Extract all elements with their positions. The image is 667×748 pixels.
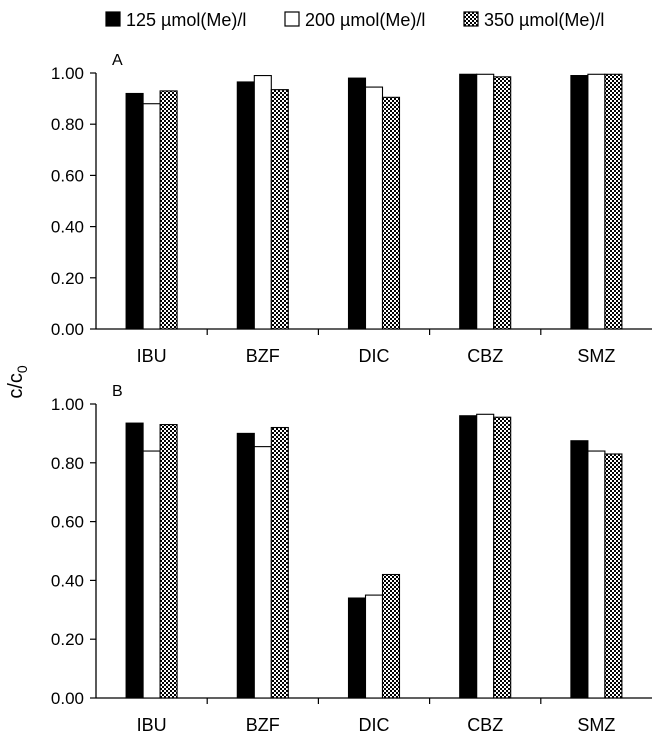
bar-b-ibu-350 [159,424,178,699]
bar-b-bzf-200 [253,446,272,699]
category-label-a-cbz: CBZ [467,346,503,366]
bar-b-smz-200 [587,450,606,699]
category-label-a-bzf: BZF [246,346,280,366]
y-axis-label: c/c0 [5,365,30,399]
legend-label-200: 200 µmol(Me)/l [305,10,425,30]
bar-b-dic-200 [364,594,384,699]
y-tick-label-a: 0.40 [51,218,84,237]
category-label-b-bzf: BZF [246,715,280,735]
panel-a: 0.00 0.20 0.40 0.60 0.80 1.00 IBU BZF DIC CBZ SMZ A [51,52,652,366]
category-label-a-dic: DIC [359,346,390,366]
bar-b-smz-350 [604,453,623,699]
bar-b-cbz-200 [476,413,495,699]
category-label-b-cbz: CBZ [467,715,503,735]
legend-swatch-350 [463,11,479,27]
y-tick-label-a: 0.20 [51,269,84,288]
bar-b-cbz-350 [493,416,512,699]
bar-a-cbz-200 [476,73,495,330]
legend-swatch-125 [105,11,121,27]
legend: 125 µmol(Me)/l 200 µmol(Me)/l 350 µmol(M… [105,10,604,30]
bar-a-dic-200 [364,86,384,330]
y-tick-label-a: 0.80 [51,115,84,134]
y-tick-label-b: 0.40 [51,571,84,590]
bar-a-smz-200 [587,73,606,330]
bar-a-smz-350 [604,73,623,330]
y-tick-label-b: 0.20 [51,630,84,649]
panel-label-a: A [112,52,123,69]
y-axis-label-subscript: 0 [14,365,30,373]
legend-label-350: 350 µmol(Me)/l [484,10,604,30]
legend-item-125: 125 µmol(Me)/l [105,10,246,30]
bar-b-smz-125 [570,440,589,699]
legend-item-200: 200 µmol(Me)/l [284,10,425,30]
panel-b: 0.00 0.20 0.40 0.60 0.80 1.00 IBU BZF DIC CBZ SMZ B [51,383,652,735]
bar-a-smz-125 [570,75,589,330]
bar-a-bzf-200 [253,75,272,330]
category-label-a-ibu: IBU [137,346,167,366]
bar-b-dic-125 [347,597,367,699]
y-tick-label-a: 0.00 [51,320,84,339]
bar-b-cbz-125 [459,415,478,699]
bar-b-dic-350 [381,573,401,699]
bar-b-ibu-200 [142,450,161,699]
bar-b-bzf-350 [270,426,289,699]
y-tick-label-a: 0.60 [51,166,84,185]
category-label-b-dic: DIC [359,715,390,735]
bar-a-cbz-350 [493,76,512,330]
category-label-b-ibu: IBU [137,715,167,735]
y-tick-label-b: 1.00 [51,395,84,414]
bar-a-bzf-350 [270,89,289,330]
category-label-a-smz: SMZ [577,346,615,366]
bar-a-ibu-125 [125,92,144,330]
bar-a-bzf-125 [236,81,255,330]
y-tick-label-b: 0.80 [51,454,84,473]
bar-a-ibu-350 [159,90,178,330]
y-tick-label-b: 0.60 [51,513,84,532]
bar-a-dic-125 [347,77,367,330]
legend-item-350: 350 µmol(Me)/l [463,10,604,30]
y-tick-label-a: 1.00 [51,64,84,83]
legend-swatch-200 [284,11,300,27]
y-tick-label-b: 0.00 [51,689,84,708]
bar-a-ibu-200 [142,103,161,330]
category-label-b-smz: SMZ [577,715,615,735]
panel-label-b: B [112,383,123,400]
bar-b-ibu-125 [125,422,144,699]
bar-a-dic-350 [381,96,401,330]
bar-a-cbz-125 [459,73,478,330]
legend-label-125: 125 µmol(Me)/l [126,10,246,30]
bar-b-bzf-125 [236,432,255,699]
